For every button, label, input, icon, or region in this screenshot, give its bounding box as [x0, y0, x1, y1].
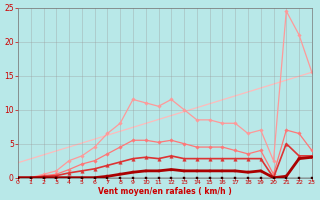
X-axis label: Vent moyen/en rafales ( km/h ): Vent moyen/en rafales ( km/h ): [98, 187, 232, 196]
